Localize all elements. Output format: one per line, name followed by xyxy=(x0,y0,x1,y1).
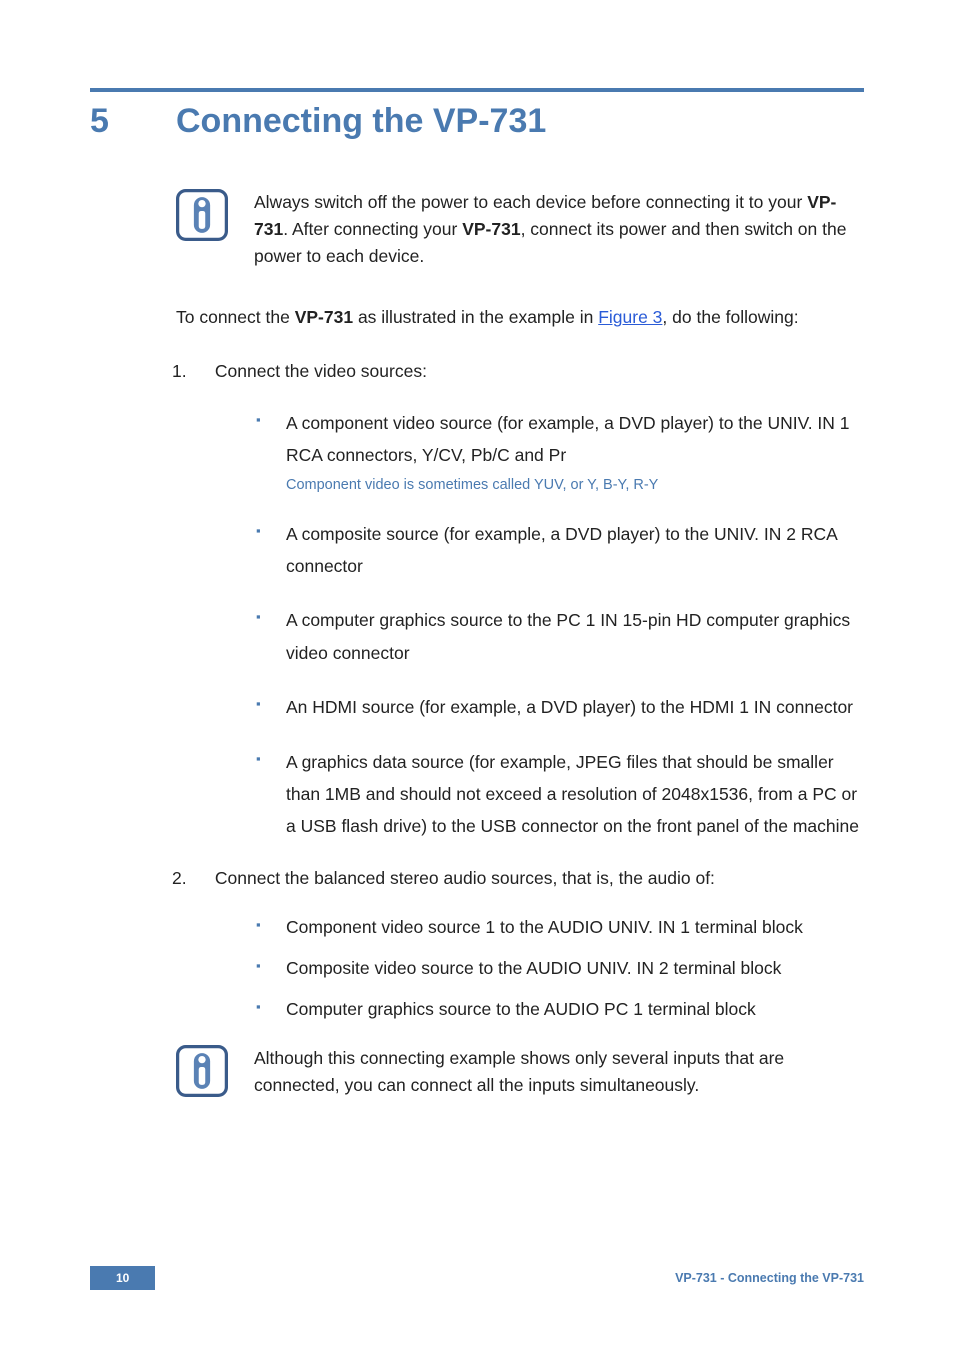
step-2-lead: Connect the balanced stereo audio source… xyxy=(215,868,715,888)
step2-item-c-text: Computer graphics source to the AUDIO PC… xyxy=(286,999,756,1019)
content-body: Always switch off the power to each devi… xyxy=(176,189,864,1105)
list-item: A composite source (for example, a DVD p… xyxy=(256,518,864,583)
intro-pre: To connect the xyxy=(176,307,295,327)
step2-item-a-text: Component video source 1 to the AUDIO UN… xyxy=(286,917,803,937)
info-text-bottom: Although this connecting example shows o… xyxy=(254,1045,864,1099)
list-item: Composite video source to the AUDIO UNIV… xyxy=(256,955,864,982)
step-1: Connect the video sources: A component v… xyxy=(210,358,864,843)
info-icon xyxy=(176,189,228,249)
page: 5 Connecting the VP-731 Always switch of… xyxy=(0,0,954,1354)
step-1-lead: Connect the video sources: xyxy=(215,361,427,381)
info1-pre: Always switch off the power to each devi… xyxy=(254,192,807,212)
list-item: An HDMI source (for example, a DVD playe… xyxy=(256,691,864,723)
info1-bold2: VP-731 xyxy=(462,219,520,239)
step1-item-a-text: A component video source (for example, a… xyxy=(286,413,850,465)
step1-item-b-text: A composite source (for example, a DVD p… xyxy=(286,524,837,576)
intro-bold: VP-731 xyxy=(295,307,353,327)
list-item: A graphics data source (for example, JPE… xyxy=(256,746,864,843)
list-item: Computer graphics source to the AUDIO PC… xyxy=(256,996,864,1023)
info-text-top: Always switch off the power to each devi… xyxy=(254,189,864,270)
chapter-number: 5 xyxy=(90,102,176,141)
step2-item-b-text: Composite video source to the AUDIO UNIV… xyxy=(286,958,781,978)
step-2: Connect the balanced stereo audio source… xyxy=(210,865,864,1024)
ordered-steps: Connect the video sources: A component v… xyxy=(210,358,864,1024)
step-2-sublist: Component video source 1 to the AUDIO UN… xyxy=(256,914,864,1023)
page-number: 10 xyxy=(90,1266,155,1290)
info-callout-bottom: Although this connecting example shows o… xyxy=(176,1045,864,1105)
footer-text: VP-731 - Connecting the VP-731 xyxy=(675,1271,864,1285)
info-icon xyxy=(176,1045,228,1105)
step1-item-e-text: A graphics data source (for example, JPE… xyxy=(286,752,859,837)
info1-mid: . After connecting your xyxy=(283,219,462,239)
figure-link[interactable]: Figure 3 xyxy=(598,307,662,327)
step1-item-c-text: A computer graphics source to the PC 1 I… xyxy=(286,610,850,662)
chapter-heading: 5 Connecting the VP-731 xyxy=(90,102,864,141)
info-callout-top: Always switch off the power to each devi… xyxy=(176,189,864,270)
step-1-sublist: A component video source (for example, a… xyxy=(256,407,864,843)
intro-post: , do the following: xyxy=(662,307,798,327)
chapter-title: Connecting the VP-731 xyxy=(176,102,546,141)
list-item: A computer graphics source to the PC 1 I… xyxy=(256,604,864,669)
intro-mid: as illustrated in the example in xyxy=(353,307,598,327)
section-rule xyxy=(90,88,864,92)
step1-item-d-text: An HDMI source (for example, a DVD playe… xyxy=(286,697,853,717)
page-footer: 10 VP-731 - Connecting the VP-731 xyxy=(90,1266,864,1290)
list-item: Component video source 1 to the AUDIO UN… xyxy=(256,914,864,941)
step1-item-a-note: Component video is sometimes called YUV,… xyxy=(286,475,864,495)
intro-paragraph: To connect the VP-731 as illustrated in … xyxy=(176,304,864,331)
list-item: A component video source (for example, a… xyxy=(256,407,864,496)
